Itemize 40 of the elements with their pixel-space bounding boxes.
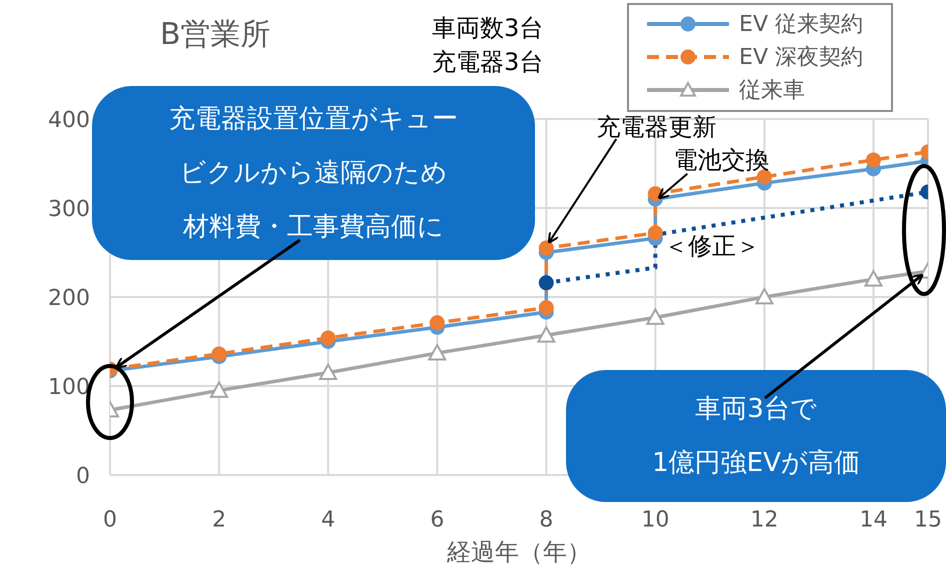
y-tick-label: 400 xyxy=(48,108,90,133)
text: 車両数3台 xyxy=(432,14,544,42)
annotation: ＜修正＞ xyxy=(664,232,760,260)
legend-label: EV 従来契約 xyxy=(739,10,863,38)
x-tick-label: 4 xyxy=(321,508,336,533)
x-tick-label: 6 xyxy=(430,508,444,533)
x-axis-title: 経過年（年） xyxy=(446,538,591,566)
y-tick-label: 100 xyxy=(48,374,90,400)
y-tick-label: 0 xyxy=(76,464,90,489)
x-tick-label: 15 xyxy=(914,508,942,533)
point xyxy=(648,225,663,240)
point xyxy=(537,326,556,343)
point xyxy=(866,152,881,168)
y-tick-label: 200 xyxy=(48,286,90,311)
annotation: 充電器設置位置がキュービクルから遠隔のため材料費・工事費高価に xyxy=(169,103,458,244)
annotation: 車両3台で1億円強EVが高価 xyxy=(652,393,860,480)
x-tick-label: 2 xyxy=(212,508,226,533)
annotation: 電池交換 xyxy=(673,146,770,174)
x-tick-label: 14 xyxy=(859,508,888,533)
x-tick-label: 12 xyxy=(750,508,778,533)
annotation: 充電器更新 xyxy=(596,113,716,142)
point xyxy=(646,308,664,325)
point xyxy=(320,330,336,346)
point xyxy=(428,344,446,360)
y-tick-label: 300 xyxy=(48,196,90,222)
point xyxy=(538,240,554,256)
point xyxy=(212,346,227,362)
x-tick-label: 0 xyxy=(103,508,117,533)
chart-title: B営業所 xyxy=(160,16,271,54)
point xyxy=(430,315,445,330)
text: 充電器3台 xyxy=(432,48,544,76)
point xyxy=(864,270,882,287)
point xyxy=(755,288,774,304)
point xyxy=(319,364,338,380)
legend-label: 従来車 xyxy=(739,76,806,104)
legend-label: EV 深夜契約 xyxy=(739,44,863,72)
x-tick-label: 8 xyxy=(539,508,554,533)
point xyxy=(538,300,554,316)
point xyxy=(210,381,228,398)
x-tick-label: 10 xyxy=(641,508,670,533)
